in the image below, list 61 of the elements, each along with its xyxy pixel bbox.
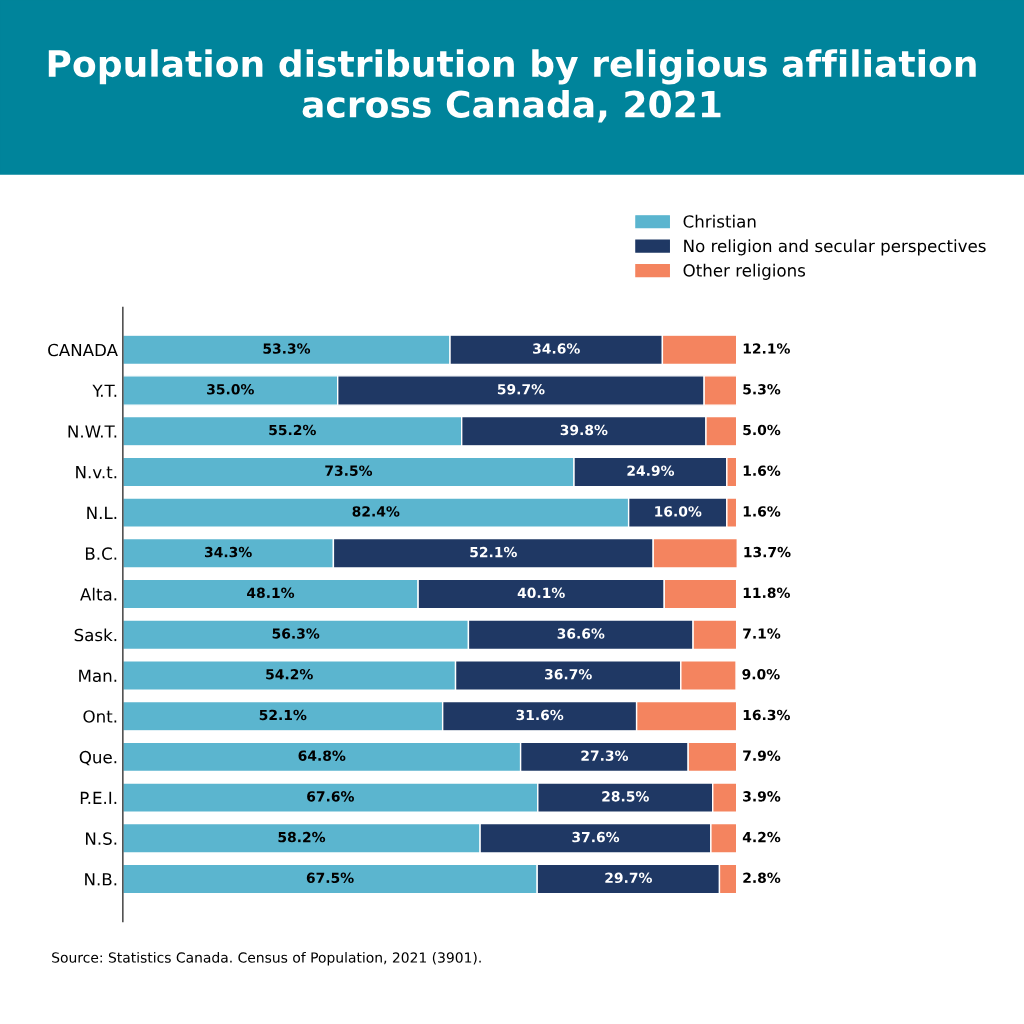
y-tick-label: B.C. [85,547,117,560]
data-label: 67.5% [306,872,354,884]
data-label: 11.8% [743,587,790,599]
data-label: 24.9% [627,465,675,476]
data-label: 48.1% [247,587,295,599]
data-label: 64.8% [298,750,346,761]
y-tick-label: N.L. [87,506,117,519]
source-note: Source: Statistics Canada. Census of Population, 2021 (3901). [52,952,481,966]
data-label: 4.2% [742,831,781,843]
data-label: 82.4% [352,506,400,517]
data-label: 5.3% [743,384,781,395]
data-label: 52.1% [259,709,307,721]
data-label: 27.3% [581,750,629,761]
data-label: 37.6% [572,831,620,843]
data-label: 58.2% [278,831,326,843]
legend-label: Christian [683,214,756,228]
data-label: 53.3% [263,343,311,354]
legend-label: Other religions [683,263,806,280]
data-label: 16.0% [655,506,702,517]
y-tick-label: Alta. [80,587,117,601]
legend-label: No religion and secular perspectives [684,239,986,256]
data-label: 28.5% [602,791,649,802]
data-label: 52.1% [470,546,517,558]
y-tick-label: N.v.t. [76,466,117,479]
chart-title: Population distribution by religious affiliation across Canada, 2021 [48,49,976,123]
y-tick-label: Ont. [83,710,117,723]
y-tick-label: Que. [79,750,117,766]
y-tick-label: P.E.I. [80,791,117,804]
data-label: 34.6% [533,343,580,354]
y-tick-label: Sask. [74,628,117,642]
data-label: 1.6% [743,465,781,476]
data-label: 2.8% [743,872,781,884]
data-label: 55.2% [269,424,316,436]
data-label: 1.6% [743,506,781,517]
data-label: 36.7% [545,668,592,680]
data-label: 5.0% [743,424,781,436]
data-label: 40.1% [517,587,565,599]
data-label: 39.8% [560,424,608,436]
data-label: 59.7% [497,384,545,395]
y-tick-label: N.S. [86,832,117,845]
data-label: 73.5% [325,465,373,476]
y-tick-label: N.B. [85,873,117,886]
data-label: 67.6% [307,791,354,802]
data-label: 13.7% [744,546,791,558]
data-label: 36.6% [557,628,605,639]
y-tick-label: N.W.T. [68,425,117,438]
data-label: 29.7% [605,872,652,884]
data-label: 9.0% [742,668,780,680]
data-label: 7.1% [743,628,781,639]
data-label: 12.1% [743,343,790,354]
data-label: 35.0% [207,384,254,395]
data-label: 16.3% [743,709,790,721]
data-label: 34.3% [204,546,252,558]
data-label: 56.3% [272,628,320,639]
data-label: 31.6% [516,709,564,721]
data-label: 3.9% [743,791,781,802]
data-label: 54.2% [266,668,313,680]
y-tick-label: Y.T. [92,384,117,397]
y-tick-label: Man. [79,669,117,683]
y-tick-label: CANADA [48,343,118,357]
data-label: 7.9% [743,750,781,761]
